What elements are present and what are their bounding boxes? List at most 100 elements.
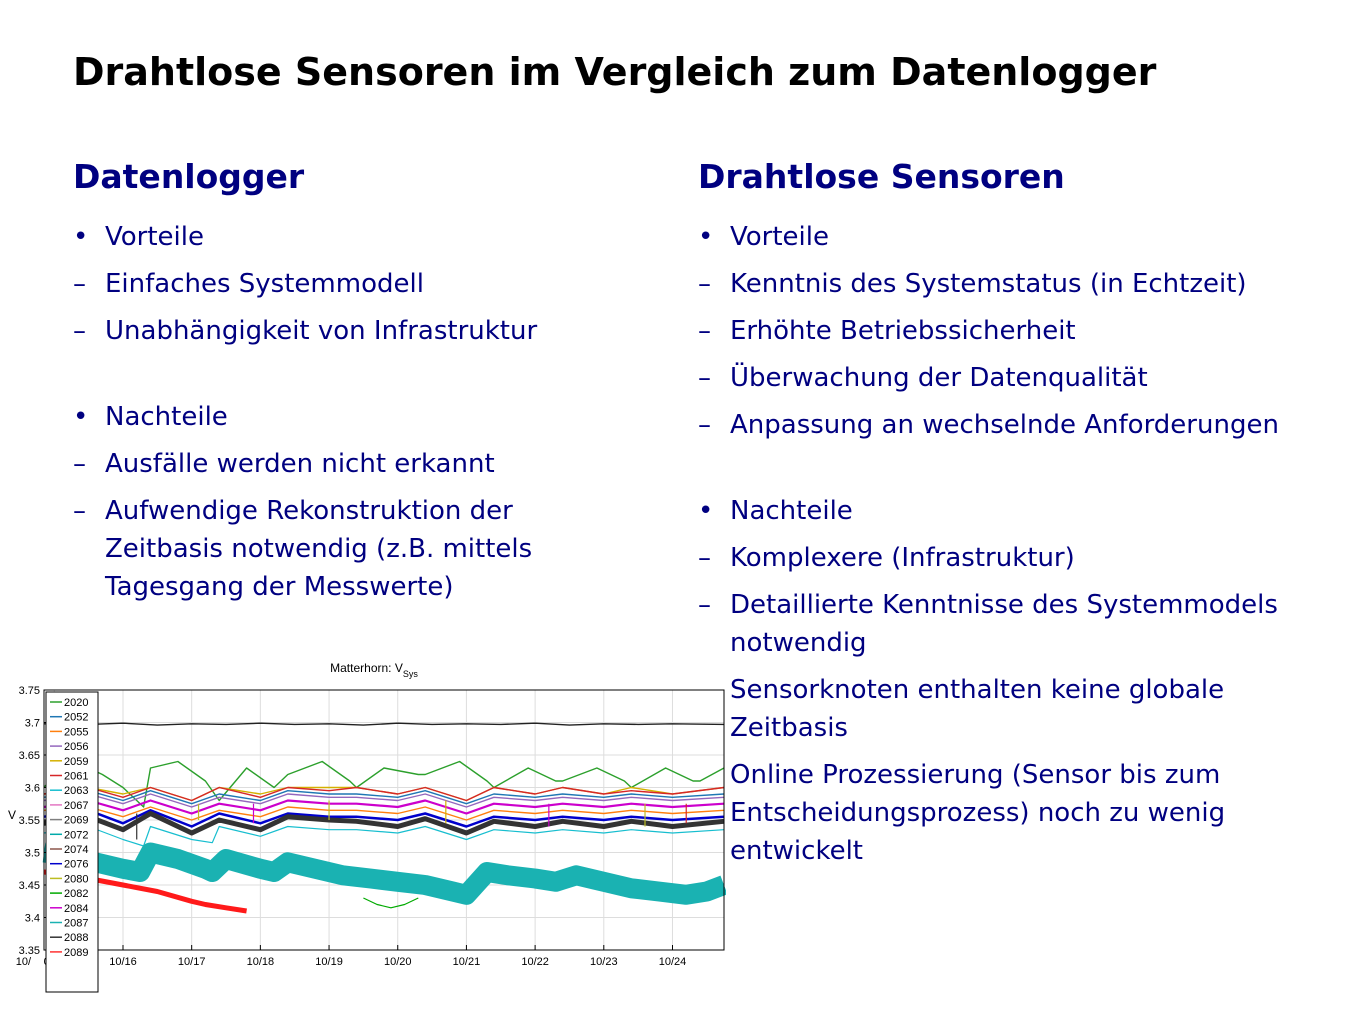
legend-entry: 2069 — [64, 815, 88, 827]
y-tick-label: 3.45 — [19, 880, 40, 892]
series-line-3 — [43, 786, 725, 802]
list-item-text: Anpassung an wechselnde Anforderungen — [730, 410, 1279, 440]
drahtlose-sensoren-heading: Drahtlose Sensoren — [698, 157, 1065, 196]
drahtlose-sensoren-list: • Vorteile – Kenntnis des Systemstatus (in… — [698, 218, 1338, 879]
dash-marker: – — [73, 496, 86, 526]
list-item-text: Sensorknoten enthalten keine globale Zei… — [730, 675, 1225, 743]
slide-title: Drahtlose Sensoren im Vergleich zum Date… — [73, 50, 1157, 94]
series-line-10 — [43, 825, 725, 847]
legend-entry: 2072 — [64, 829, 88, 841]
dash-marker: – — [698, 590, 711, 620]
list-item: – Ausfälle werden nicht erkannt — [73, 445, 633, 483]
y-tick-label: 3.4 — [25, 913, 40, 925]
y-tick-label: 3.5 — [25, 848, 40, 860]
list-item-text: Nachteile — [105, 402, 228, 432]
list-item: – Einfaches Systemmodell — [73, 265, 633, 303]
bullet-marker: • — [73, 222, 89, 252]
list-item-text: Erhöhte Betriebssicherheit — [730, 316, 1076, 346]
legend-entry: 2074 — [64, 844, 88, 856]
list-item: – Komplexere (Infrastruktur) — [698, 539, 1338, 577]
y-tick-label: 3.65 — [19, 750, 40, 762]
series-line-7 — [43, 806, 725, 821]
dash-marker: – — [698, 269, 711, 299]
list-item-text: Komplexere (Infrastruktur) — [730, 543, 1075, 573]
legend-entry: 2067 — [64, 800, 88, 812]
series-line-4 — [43, 789, 725, 805]
legend-entry: 2089 — [64, 947, 88, 959]
x-tick-label: 10/23 — [590, 956, 618, 968]
list-item: – Unabhängigkeit von Infrastruktur — [73, 312, 633, 350]
chart-title: Matterhorn: VSys — [330, 661, 418, 679]
dash-marker: – — [698, 543, 711, 573]
list-item: – Anpassung an wechselnde Anforderungen — [698, 406, 1338, 444]
x-tick-label: 10/18 — [247, 956, 275, 968]
series-line-8 — [43, 809, 725, 828]
y-tick-label: 3.55 — [19, 815, 40, 827]
list-item: – Aufwendige Rekonstruktion der Zeitbasis… — [73, 492, 633, 606]
list-item: – Kenntnis des Systemstatus (in Echtzeit) — [698, 265, 1338, 303]
legend-entry: 2082 — [64, 888, 88, 900]
bullet-marker: • — [698, 222, 714, 252]
legend-entry: 2088 — [64, 932, 88, 944]
x-tick-label: 10/20 — [384, 956, 412, 968]
list-item-text: Einfaches Systemmodell — [105, 269, 424, 299]
list-item-text: Vorteile — [105, 222, 204, 252]
list-item-text: Vorteile — [730, 222, 829, 252]
datenlogger-list: • Vorteile – Einfaches Systemmodell – Unabh… — [73, 218, 633, 615]
x-tick-label: 10/17 — [178, 956, 206, 968]
series-line-1 — [43, 760, 725, 808]
legend-entry: 2061 — [64, 771, 88, 783]
list-item: • Nachteile — [73, 398, 633, 436]
list-item-text: Aufwendige Rekonstruktion der Zeitbasis … — [105, 496, 533, 602]
list-item-text: Unabhängigkeit von Infrastruktur — [105, 316, 538, 346]
list-item: – Überwachung der Datenqualität — [698, 359, 1338, 397]
dash-marker: – — [73, 316, 86, 346]
voltage-chart: 3.353.43.453.53.553.63.653.73.75 10/0/15… — [0, 648, 726, 993]
datenlogger-heading: Datenlogger — [73, 157, 305, 196]
legend-entry: 2052 — [64, 712, 88, 724]
dash-marker: – — [73, 449, 86, 479]
legend-entry: 2084 — [64, 903, 88, 915]
y-axis-label: V — [8, 808, 16, 822]
x-tick-label: 10/24 — [659, 956, 687, 968]
x-tick-label: 10/21 — [453, 956, 481, 968]
bullet-marker: • — [698, 496, 714, 526]
list-item-text: Nachteile — [730, 496, 853, 526]
list-item: • Nachteile — [698, 492, 1338, 530]
list-item: • Vorteile — [73, 218, 633, 256]
y-tick-label: 3.75 — [19, 685, 40, 697]
bullet-marker: • — [73, 402, 89, 432]
list-item-text: Kenntnis des Systemstatus (in Echtzeit) — [730, 269, 1247, 299]
list-item: –Online Prozessierung (Sensor bis zum En… — [698, 756, 1338, 870]
series-line-0 — [43, 722, 725, 726]
legend-entry: 2087 — [64, 918, 88, 930]
dash-marker: – — [698, 363, 711, 393]
dash-marker: – — [698, 410, 711, 440]
list-item: – Detaillierte Kenntnisse des Systemmodel… — [698, 586, 1338, 662]
dash-marker: – — [698, 316, 711, 346]
legend-entry: 2020 — [64, 697, 88, 709]
series-line-9 — [43, 811, 725, 836]
list-item-text: Ausfälle werden nicht erkannt — [105, 449, 495, 479]
list-item-text: Detaillierte Kenntnisse des Systemmodels… — [730, 590, 1278, 658]
y-tick-label: 3.35 — [19, 945, 40, 957]
x-tick-label: 10/22 — [521, 956, 549, 968]
list-item: – Erhöhte Betriebssicherheit — [698, 312, 1338, 350]
list-item-text: Überwachung der Datenqualität — [730, 363, 1148, 393]
y-tick-label: 3.6 — [25, 783, 40, 795]
x-tick-label: 10/16 — [109, 956, 137, 968]
x-tick-label: 10/19 — [315, 956, 343, 968]
legend-entry: 2076 — [64, 859, 88, 871]
series-line-6 — [43, 799, 725, 815]
list-item-text: Online Prozessierung (Sensor bis zum Ent… — [730, 760, 1226, 866]
legend-entry: 2059 — [64, 756, 88, 768]
legend-box — [45, 691, 99, 993]
y-tick-label: 3.7 — [25, 718, 40, 730]
voltage-chart-svg: 3.353.43.453.53.553.63.653.73.75 10/0/15… — [8, 661, 726, 993]
legend-entry: 2056 — [64, 741, 88, 753]
series-line-11 — [42, 842, 726, 905]
series-line-13 — [363, 897, 419, 909]
legend-entry: 2080 — [64, 873, 88, 885]
legend-entry: 2063 — [64, 785, 88, 797]
list-item: –Sensorknoten enthalten keine globale Ze… — [698, 671, 1338, 747]
